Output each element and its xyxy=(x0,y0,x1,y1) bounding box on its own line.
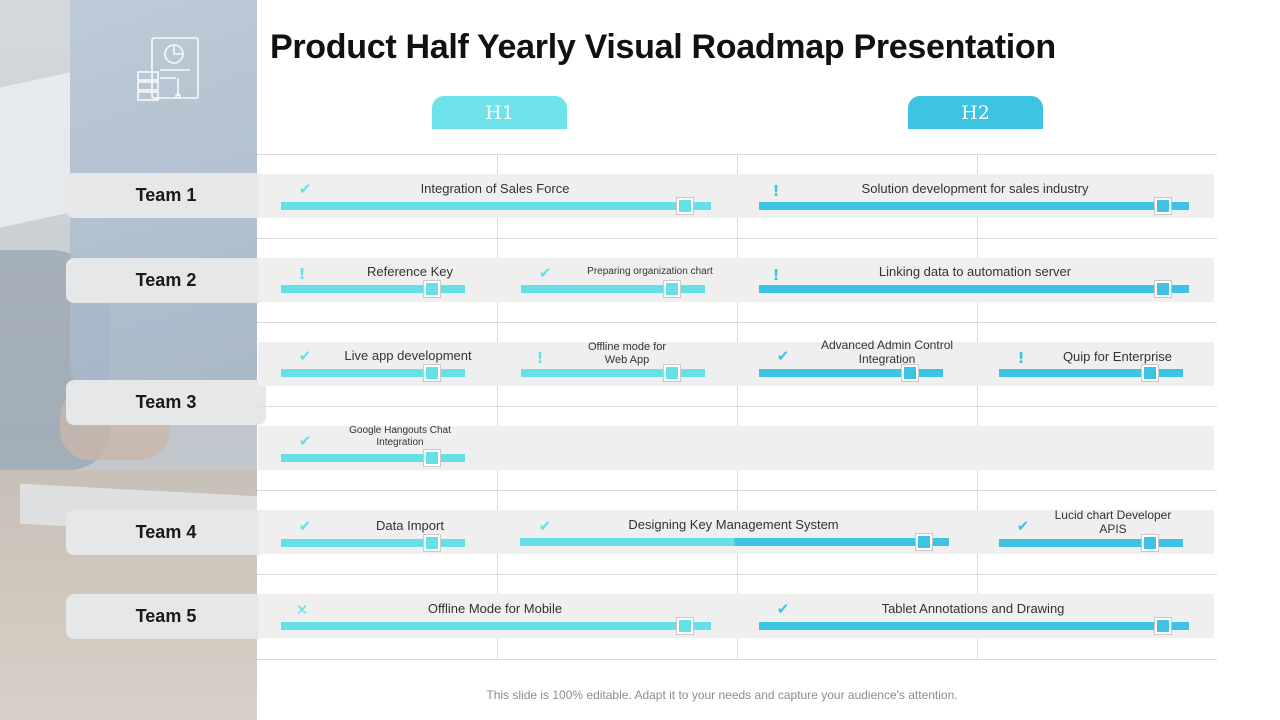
team-label-4: Team 4 xyxy=(66,510,266,555)
task-bar[interactable] xyxy=(281,369,465,377)
progress-knob[interactable] xyxy=(677,198,693,214)
check-icon: ✔ xyxy=(298,180,312,198)
half-tab-h2: H2 xyxy=(908,96,1043,129)
task-label: Solution development for sales industry xyxy=(861,181,1089,196)
check-icon: ✔ xyxy=(776,600,790,618)
progress-knob[interactable] xyxy=(902,365,918,381)
task-bar[interactable] xyxy=(281,285,465,293)
task-label: Preparing organization chart xyxy=(587,266,713,277)
check-icon: ✔ xyxy=(776,347,790,365)
progress-knob[interactable] xyxy=(424,281,440,297)
task-label: Reference Key xyxy=(367,264,453,279)
task-bar[interactable] xyxy=(521,285,705,293)
task-bar[interactable] xyxy=(759,285,1189,293)
team-label-3: Team 3 xyxy=(66,380,266,425)
check-icon: ✔ xyxy=(538,264,552,282)
task-bar[interactable] xyxy=(281,622,711,630)
footer-note: This slide is 100% editable. Adapt it to… xyxy=(486,688,958,702)
cross-icon: ✕ xyxy=(295,601,309,619)
team-label-2: Team 2 xyxy=(66,258,266,303)
task-label: Designing Key Management System xyxy=(628,517,839,532)
progress-knob[interactable] xyxy=(424,450,440,466)
row-band xyxy=(258,426,1214,470)
progress-knob[interactable] xyxy=(424,365,440,381)
row-band xyxy=(258,594,1214,638)
check-icon: ✔ xyxy=(298,347,312,365)
roadmap-grid xyxy=(257,154,1217,660)
grid-line xyxy=(977,154,978,660)
exclamation-icon: ! xyxy=(772,266,780,284)
team-label-5: Team 5 xyxy=(66,594,266,639)
progress-knob[interactable] xyxy=(664,281,680,297)
task-bar[interactable] xyxy=(999,539,1183,547)
progress-knob[interactable] xyxy=(1155,618,1171,634)
task-label: Tablet Annotations and Drawing xyxy=(881,601,1065,616)
exclamation-icon: ! xyxy=(772,182,780,200)
task-label: Offline Mode for Mobile xyxy=(427,601,563,616)
check-icon: ✔ xyxy=(298,432,312,450)
exclamation-icon: ! xyxy=(298,265,306,283)
task-label: Quip for Enterprise xyxy=(1062,349,1173,364)
progress-knob[interactable] xyxy=(677,618,693,634)
task-bar[interactable] xyxy=(281,454,465,462)
exclamation-icon: ! xyxy=(1017,349,1025,367)
progress-knob[interactable] xyxy=(1142,365,1158,381)
task-bar[interactable] xyxy=(520,538,949,546)
row-band xyxy=(258,174,1214,218)
progress-knob[interactable] xyxy=(1155,198,1171,214)
grid-line xyxy=(737,154,738,660)
check-icon: ✔ xyxy=(1016,517,1030,535)
check-icon: ✔ xyxy=(298,517,312,535)
task-label: Advanced Admin Control Integration xyxy=(820,338,954,366)
check-icon: ✔ xyxy=(538,517,552,535)
exclamation-icon: ! xyxy=(536,349,544,367)
task-bar[interactable] xyxy=(999,369,1183,377)
progress-knob[interactable] xyxy=(1142,535,1158,551)
slide-title: Product Half Yearly Visual Roadmap Prese… xyxy=(270,28,1056,66)
dashboard-chart-icon xyxy=(137,37,199,101)
task-bar[interactable] xyxy=(281,202,711,210)
task-bar[interactable] xyxy=(759,202,1189,210)
task-bar[interactable] xyxy=(759,622,1189,630)
half-tab-h1: H1 xyxy=(432,96,567,129)
task-bar[interactable] xyxy=(759,369,943,377)
task-label: Data Import xyxy=(376,518,444,533)
task-label: Google Hangouts Chat Integration xyxy=(349,425,451,448)
progress-knob[interactable] xyxy=(916,534,932,550)
task-bar[interactable] xyxy=(521,369,705,377)
task-label: Offline mode for Web App xyxy=(587,341,667,366)
task-bar[interactable] xyxy=(281,539,465,547)
grid-line xyxy=(497,154,498,660)
team-label-1: Team 1 xyxy=(66,173,266,218)
row-band xyxy=(258,342,1214,386)
task-label: Linking data to automation server xyxy=(878,264,1072,279)
progress-knob[interactable] xyxy=(1155,281,1171,297)
row-band xyxy=(258,258,1214,302)
task-label: Lucid chart Developer APIS xyxy=(1054,508,1172,536)
progress-knob[interactable] xyxy=(424,535,440,551)
task-label: Live app development xyxy=(344,348,472,363)
task-label: Integration of Sales Force xyxy=(420,181,570,196)
progress-knob[interactable] xyxy=(664,365,680,381)
